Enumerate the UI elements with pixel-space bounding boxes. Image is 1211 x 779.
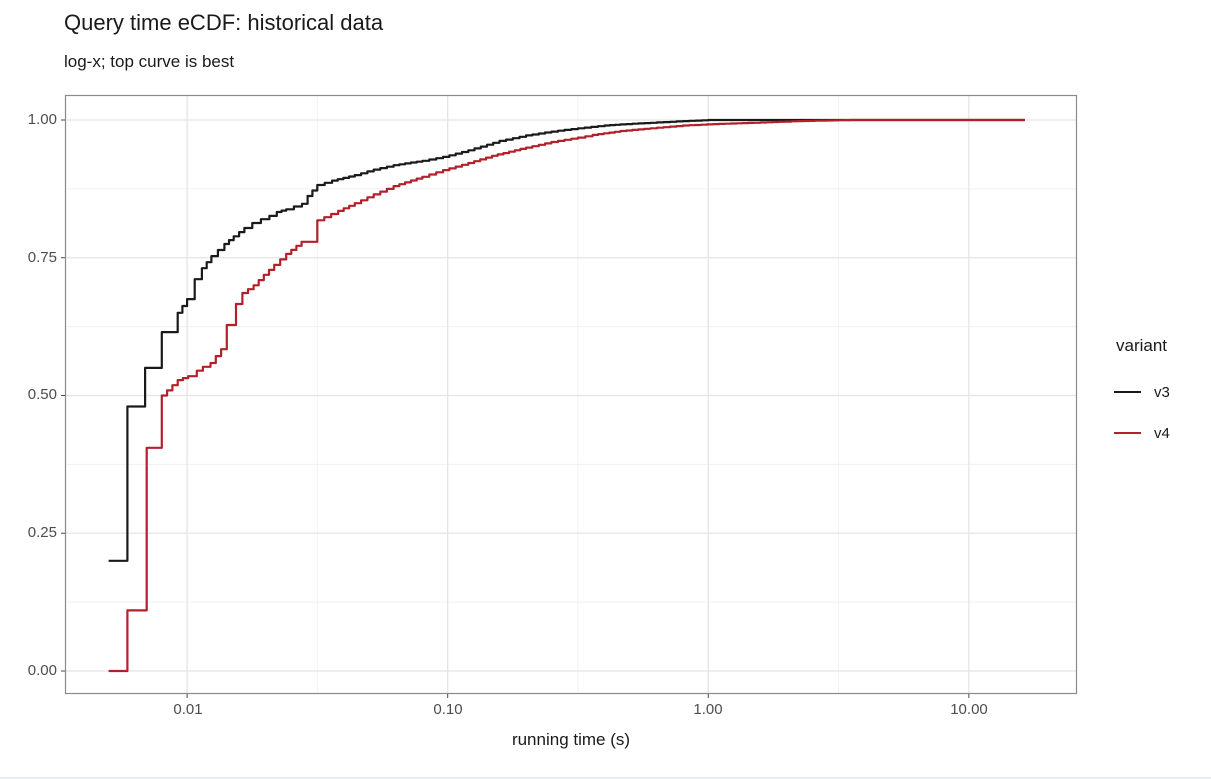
window-bottom-edge: [0, 777, 1211, 779]
panel-border: [64, 94, 1078, 695]
plot-panel: [61, 94, 1078, 698]
y-tick-label-3: 0.75: [27, 249, 57, 266]
ecdf-curve-v3: [108, 118, 1025, 562]
y-tick-label-2: 0.50: [27, 386, 57, 403]
x-tick-label-1: 0.10: [433, 701, 463, 718]
legend-label-v3: v3: [1154, 384, 1170, 401]
legend-swatch-v4: [1114, 432, 1141, 434]
legend-swatch-v3: [1114, 391, 1141, 393]
x-tick-label-0: 0.01: [173, 701, 203, 718]
y-tick-label-1: 0.25: [27, 524, 57, 541]
x-axis-title: running time (s): [511, 730, 631, 749]
y-tick-label-4: 1.00: [27, 111, 57, 128]
y-tick-label-0: 0.00: [27, 662, 57, 679]
chart-subtitle: log-x; top curve is best: [64, 52, 235, 71]
x-tick-label-3: 10.00: [950, 701, 988, 718]
legend-title: variant: [1116, 336, 1168, 355]
x-tick-label-2: 1.00: [693, 701, 723, 718]
ecdf-curve-v4: [108, 118, 1025, 673]
chart-title: Query time eCDF: historical data: [64, 10, 384, 35]
legend-label-v4: v4: [1154, 425, 1170, 442]
